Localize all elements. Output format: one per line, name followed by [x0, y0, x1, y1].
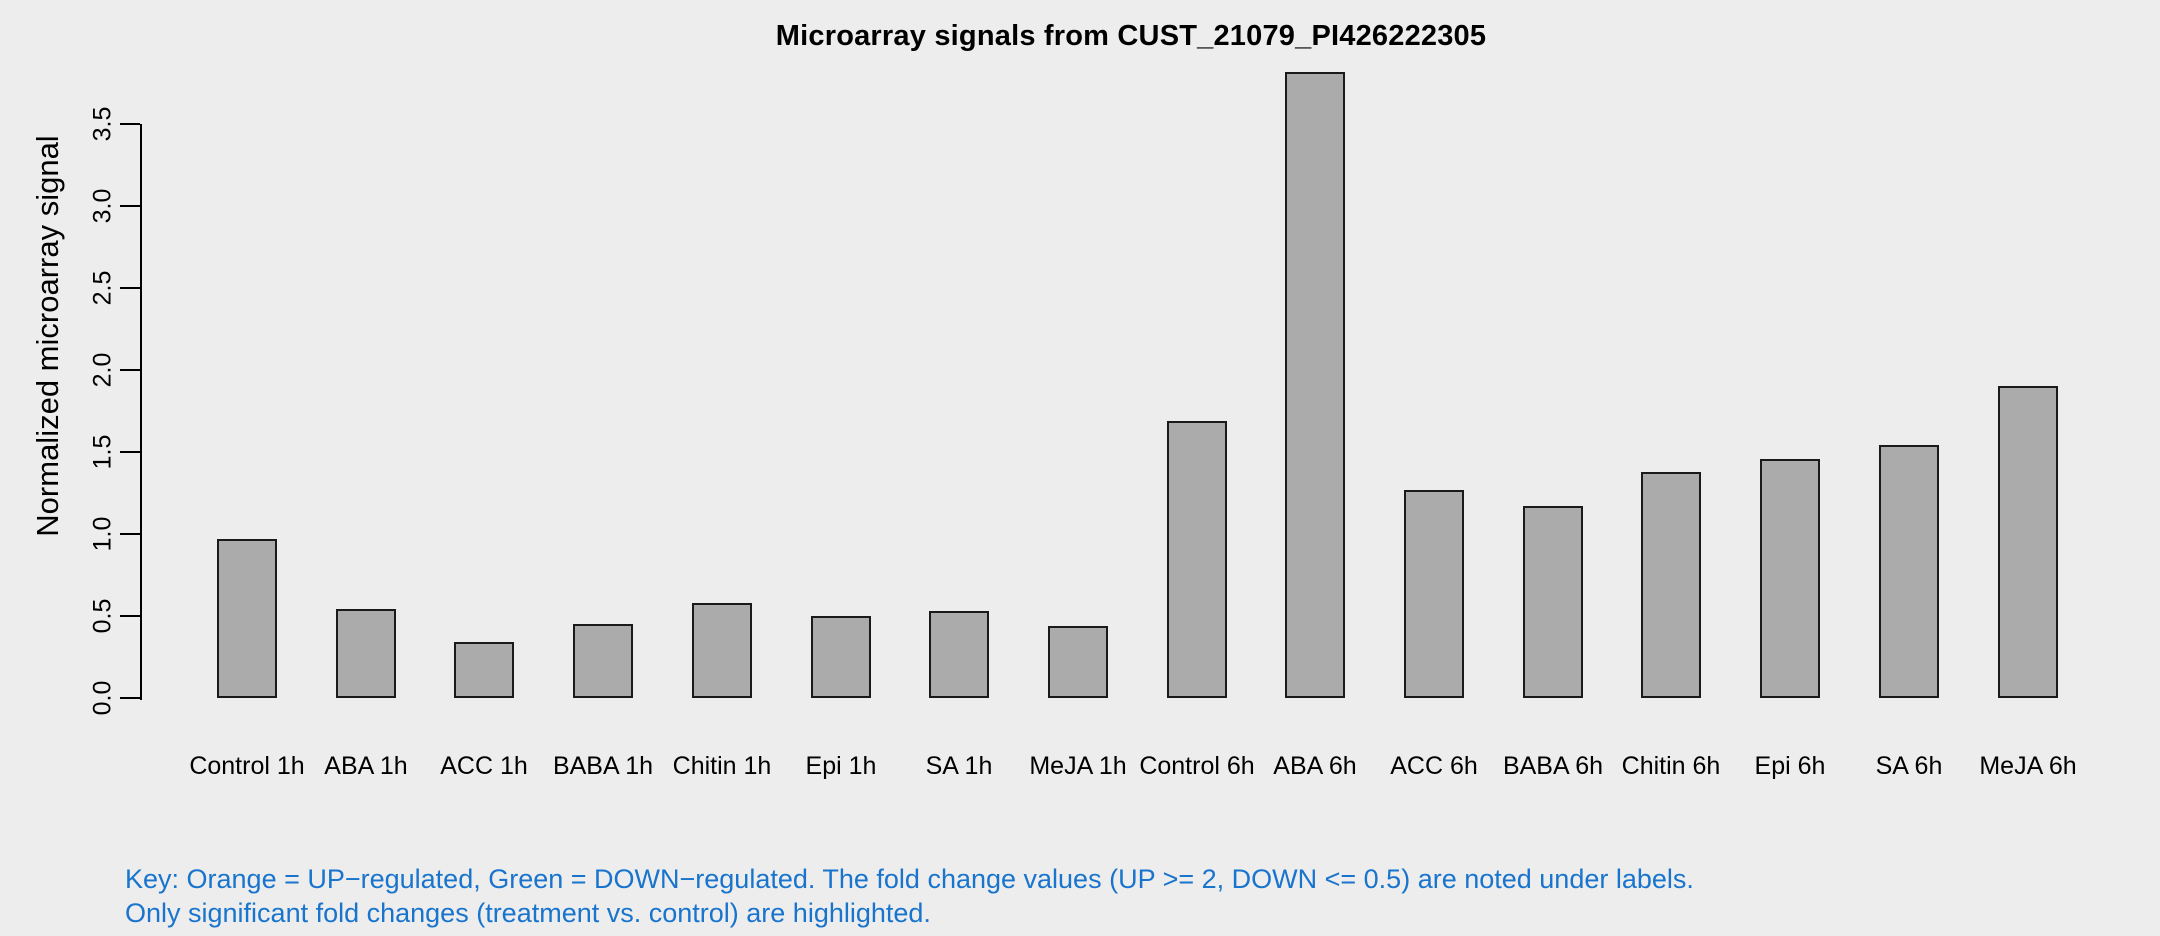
- y-tick-0.0: [120, 697, 140, 699]
- y-tick-label-text: 2.0: [88, 352, 117, 388]
- bar-aba-1h: [336, 609, 396, 698]
- chart-title: Microarray signals from CUST_21079_PI426…: [775, 20, 1487, 52]
- key-line-1: Key: Orange = UP−regulated, Green = DOWN…: [125, 864, 1694, 894]
- x-label-control-6h: Control 6h: [1139, 752, 1255, 780]
- x-label-aba-1h: ABA 1h: [324, 752, 408, 780]
- y-tick-2.0: [120, 369, 140, 371]
- y-axis-label-text: Normalized microarray signal: [30, 135, 65, 537]
- x-label-meja-6h: MeJA 6h: [1979, 752, 2077, 780]
- y-tick-label-text: 3.0: [88, 188, 117, 224]
- y-tick-0.5: [120, 615, 140, 617]
- bar-epi-1h: [811, 616, 871, 698]
- y-tick-1.0: [120, 533, 140, 535]
- y-tick-label-text: 2.5: [88, 270, 117, 306]
- x-label-aba-6h: ABA 6h: [1273, 752, 1357, 780]
- x-label-sa-1h: SA 1h: [925, 752, 993, 780]
- x-label-control-1h: Control 1h: [189, 752, 305, 780]
- y-tick-2.5: [120, 287, 140, 289]
- bar-epi-6h: [1760, 459, 1820, 698]
- key-line-2: Only significant fold changes (treatment…: [125, 898, 931, 928]
- bar-control-6h: [1167, 421, 1227, 698]
- bar-baba-1h: [573, 624, 633, 698]
- x-label-baba-6h: BABA 6h: [1502, 752, 1604, 780]
- chart-key: Key: Orange = UP−regulated, Green = DOWN…: [125, 862, 1694, 930]
- bar-meja-1h: [1048, 626, 1108, 698]
- y-tick-label-text: 1.0: [88, 516, 117, 552]
- y-tick-3.0: [120, 205, 140, 207]
- y-tick-3.5: [120, 123, 140, 125]
- x-label-sa-6h: SA 6h: [1875, 752, 1943, 780]
- bar-acc-6h: [1404, 490, 1464, 698]
- x-label-chitin-6h: Chitin 6h: [1621, 752, 1721, 780]
- bar-baba-6h: [1523, 506, 1583, 698]
- y-axis-line: [140, 124, 142, 700]
- x-label-acc-1h: ACC 1h: [440, 752, 528, 780]
- x-label-baba-1h: BABA 1h: [552, 752, 654, 780]
- y-tick-label-text: 0.5: [88, 598, 117, 634]
- bar-sa-1h: [929, 611, 989, 698]
- x-label-meja-1h: MeJA 1h: [1029, 752, 1127, 780]
- bar-sa-6h: [1879, 445, 1939, 698]
- y-tick-label-text: 1.5: [88, 434, 117, 470]
- bar-chitin-6h: [1641, 472, 1701, 698]
- bar-control-1h: [217, 539, 277, 698]
- x-label-epi-1h: Epi 1h: [805, 752, 877, 780]
- y-tick-label-text: 3.5: [88, 106, 117, 142]
- bar-acc-1h: [454, 642, 514, 698]
- y-tick-label-text: 0.0: [88, 680, 117, 716]
- x-label-acc-6h: ACC 6h: [1390, 752, 1478, 780]
- bar-aba-6h: [1285, 72, 1345, 698]
- y-tick-1.5: [120, 451, 140, 453]
- bar-meja-6h: [1998, 386, 2058, 698]
- x-label-chitin-1h: Chitin 1h: [672, 752, 772, 780]
- x-label-epi-6h: Epi 6h: [1754, 752, 1826, 780]
- bar-chitin-1h: [692, 603, 752, 698]
